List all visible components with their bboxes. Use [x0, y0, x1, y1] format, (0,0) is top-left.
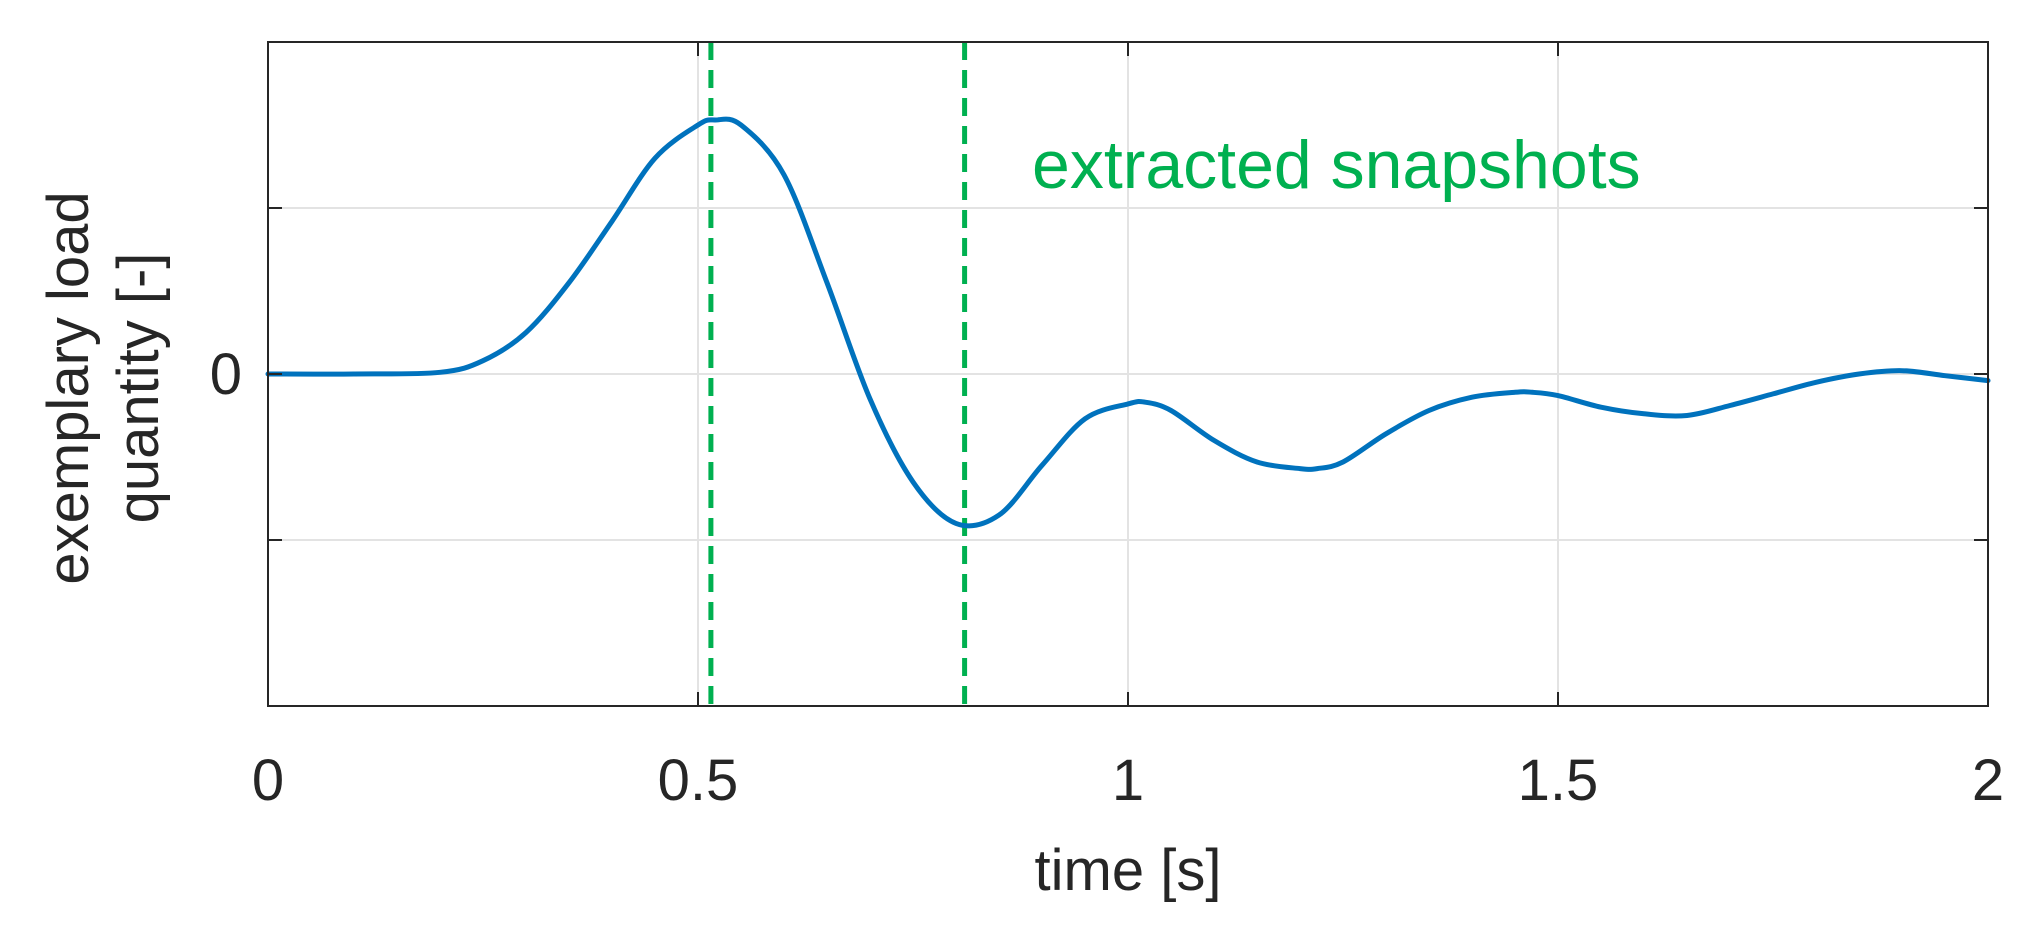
- x-axis-title: time [s]: [1035, 838, 1222, 903]
- x-tick-labels: 0 0.5 1 1.5 2: [252, 748, 2004, 813]
- x-tick-label: 0: [252, 748, 284, 813]
- y-tick-label: 0: [210, 342, 242, 407]
- annotation-extracted-snapshots: extracted snapshots: [1032, 127, 1641, 203]
- grid: [267, 42, 1989, 706]
- tick-marks: [267, 42, 1989, 706]
- y-axis-title-line2: quantity [-]: [106, 253, 171, 524]
- y-axis-title-line1: exemplary load: [36, 191, 101, 584]
- y-tick-labels: 0: [210, 342, 242, 407]
- load-curve: [265, 116, 1991, 529]
- x-tick-label: 2: [1972, 748, 2004, 813]
- x-tick-label: 0.5: [658, 748, 739, 813]
- x-tick-label: 1: [1112, 748, 1144, 813]
- x-tick-label: 1.5: [1518, 748, 1599, 813]
